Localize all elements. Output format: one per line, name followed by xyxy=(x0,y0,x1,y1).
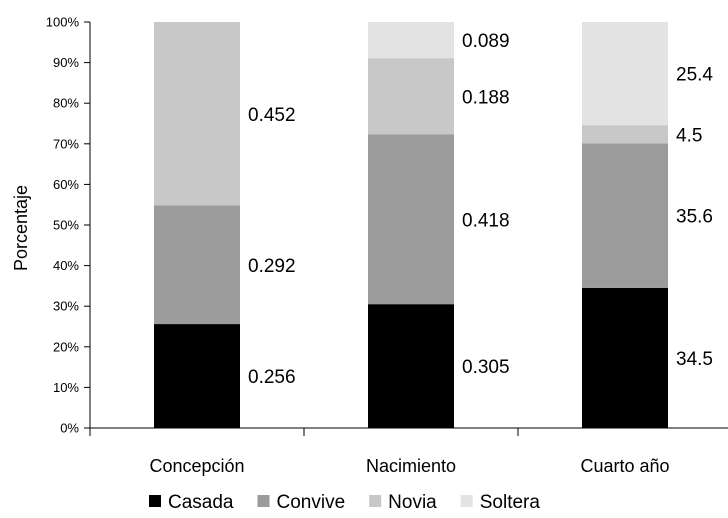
bar-segment-soltera xyxy=(582,22,668,126)
y-tick-label: 50% xyxy=(53,218,79,233)
y-tick-label: 60% xyxy=(53,177,79,192)
y-tick-label: 20% xyxy=(53,339,79,354)
data-labels: 0.256 0.292 0.452 0.305 0.418 0.188 0.089 34.5 3… xyxy=(248,31,713,388)
y-tick-label: 100% xyxy=(46,15,80,30)
y-tick-label: 10% xyxy=(53,380,79,395)
y-tick-label: 90% xyxy=(53,55,79,70)
bar-segment-convive xyxy=(582,143,668,288)
legend-swatch xyxy=(460,495,473,507)
bar-segment-novia xyxy=(368,58,454,135)
data-label: 0.292 xyxy=(248,256,296,277)
data-label: 4.5 xyxy=(676,125,702,146)
legend-swatch xyxy=(257,495,270,507)
data-label: 34.5 xyxy=(676,349,713,370)
bar-segment-casada xyxy=(582,287,668,428)
legend: Casada Convive Novia Soltera xyxy=(149,492,540,513)
bar-segment-novia xyxy=(582,125,668,144)
bar-segment-convive xyxy=(154,205,240,325)
data-label: 0.305 xyxy=(462,357,510,378)
bar-segment-novia xyxy=(154,22,240,206)
data-label: 0.188 xyxy=(462,87,510,108)
legend-label: Soltera xyxy=(480,492,541,513)
x-category-label: Cuarto año xyxy=(580,456,669,476)
bar-segment-soltera xyxy=(368,22,454,59)
legend-label: Casada xyxy=(168,492,234,513)
y-tick-labels: 0% 10% 20% 30% 40% 50% 60% 70% 80% 90% 100% xyxy=(46,15,80,436)
legend-swatch xyxy=(149,495,161,507)
legend-label: Convive xyxy=(277,492,346,513)
legend-item-convive: Convive xyxy=(257,492,346,513)
data-label: 0.089 xyxy=(462,31,510,52)
y-tick-label: 40% xyxy=(53,258,79,273)
legend-item-novia: Novia xyxy=(369,492,437,513)
legend-label: Novia xyxy=(388,492,437,513)
y-tick-label: 70% xyxy=(53,136,79,151)
y-axis-label: Porcentaje xyxy=(11,185,31,271)
bar-segment-casada xyxy=(368,304,454,428)
x-category-label: Nacimiento xyxy=(366,456,456,476)
bar-segment-convive xyxy=(368,134,454,305)
data-label: 25.4 xyxy=(676,65,713,86)
data-label: 0.418 xyxy=(462,210,510,231)
x-category-labels: Concepción Nacimiento Cuarto año xyxy=(149,456,669,476)
x-category-label: Concepción xyxy=(149,456,244,476)
y-tick-label: 0% xyxy=(60,421,79,436)
y-tick-label: 30% xyxy=(53,299,79,314)
legend-item-soltera: Soltera xyxy=(460,492,541,513)
y-tick-label: 80% xyxy=(53,96,79,111)
data-label: 0.256 xyxy=(248,367,296,388)
legend-item-casada: Casada xyxy=(149,492,234,513)
data-label: 35.6 xyxy=(676,207,713,228)
bar-segment-casada xyxy=(154,324,240,428)
legend-swatch xyxy=(369,495,382,507)
data-label: 0.452 xyxy=(248,105,296,126)
bars xyxy=(154,22,668,428)
